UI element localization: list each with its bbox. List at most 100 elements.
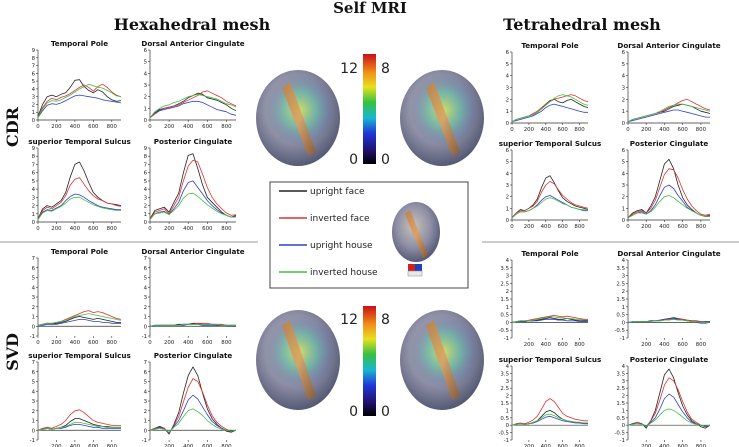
x-tick-label: 0 <box>36 226 40 232</box>
series-line-upright-house <box>38 318 121 326</box>
orientation-cube-icon <box>407 264 423 277</box>
y-tick-label: 4 <box>622 364 626 370</box>
y-tick-label: 0 <box>622 121 626 127</box>
y-tick-label: 4 <box>506 364 510 370</box>
y-tick-label: 4 <box>32 187 36 193</box>
y-tick-label: 4 <box>506 74 510 80</box>
x-tick-label: 800 <box>696 127 707 133</box>
colorbar-bottom-right-max: 8 <box>381 312 390 328</box>
series-line-inverted-face <box>37 409 121 431</box>
x-tick-label: 0 <box>36 340 40 346</box>
y-tick-label: 2.5 <box>500 281 509 287</box>
chart-title: superior Temporal Sulcus <box>28 351 131 360</box>
y-tick-label: 1 <box>32 212 35 218</box>
series-line-inverted-house <box>627 195 710 219</box>
y-tick-label: 4 <box>32 87 36 93</box>
y-tick-label: 7 <box>32 162 35 168</box>
x-tick-label: 400 <box>70 226 81 232</box>
y-tick-label: 0 <box>32 428 36 434</box>
x-tick-label: 400 <box>659 444 670 447</box>
chart-tet-cdr-posterior-cingulate: Posterior Cingulate 0 1 2 3 4 5 6 0 200 400 600 800 <box>622 139 711 230</box>
y-tick-label: 4 <box>622 74 626 80</box>
series-line-inverted-face <box>149 90 237 119</box>
chart-title: Dorsal Anterior Cingulate <box>617 41 720 50</box>
chart-tet-cdr-temporal-pole: Temporal Pole 0 1 2 3 4 5 6 0 200 400 600 800 <box>506 41 589 133</box>
y-tick-label: 3 <box>506 274 509 280</box>
x-tick-label: 800 <box>221 340 232 346</box>
x-tick-label: 600 <box>678 127 689 133</box>
y-tick-label: 1 <box>32 110 35 116</box>
y-tick-label: 0.5 <box>500 313 509 319</box>
y-tick-label: -1 <box>620 438 625 444</box>
y-tick-label: 4 <box>622 171 626 177</box>
y-tick-label: 9 <box>144 146 148 152</box>
chart-tet-cdr-superior-temporal-sulcus: superior Temporal Sulcus 0 1 2 3 4 5 6 0 200 400 60… <box>499 139 602 230</box>
series-line-inverted-house <box>627 408 711 428</box>
y-tick-label: 7 <box>144 360 147 366</box>
y-tick-label: 1 <box>622 109 625 115</box>
y-tick-label: -1 <box>30 334 35 340</box>
y-tick-label: 2 <box>32 409 35 415</box>
y-tick-label: 1 <box>506 206 509 212</box>
series-line-inverted-house <box>149 323 236 327</box>
y-tick-label: 1 <box>506 109 509 115</box>
y-tick-label: 1 <box>506 408 509 414</box>
column-title-hexahedral: Hexahedral mesh <box>114 15 271 34</box>
x-tick-label: 400 <box>541 444 552 447</box>
x-tick-label: 800 <box>221 444 232 447</box>
chart-title: superior Temporal Sulcus <box>28 137 131 146</box>
y-tick-label: 5 <box>622 160 625 166</box>
y-tick-label: 6 <box>32 266 36 272</box>
y-tick-label: 3 <box>506 183 509 189</box>
y-tick-label: 3 <box>622 86 625 92</box>
x-tick-label: 400 <box>183 226 194 232</box>
colorbar-bottom-right-min: 0 <box>381 404 390 420</box>
series-line-inverted-face <box>37 83 122 118</box>
y-tick-label: 8 <box>32 56 36 62</box>
y-tick-label: 0 <box>622 423 626 429</box>
brain-render-top-left <box>256 70 340 166</box>
x-tick-label: 200 <box>51 226 62 232</box>
y-tick-label: 2 <box>506 394 509 400</box>
series-line-inverted-face <box>627 168 711 219</box>
column-title-tetrahedral: Tetrahedral mesh <box>503 15 661 34</box>
y-tick-label: 3 <box>144 195 147 201</box>
y-tick-label: 3 <box>144 399 147 405</box>
y-tick-label: 5 <box>144 179 147 185</box>
chart-title: Dorsal Anterior Cingulate <box>617 249 720 258</box>
x-tick-label: 600 <box>202 226 213 232</box>
x-tick-label: 0 <box>148 124 152 130</box>
x-tick-label: 400 <box>183 340 194 346</box>
x-tick-label: 400 <box>183 444 194 447</box>
series-line-inverted-face <box>511 398 588 426</box>
brain-render-bottom-left <box>256 310 340 410</box>
colorbar-top-right-max: 8 <box>381 61 390 77</box>
y-tick-label: 0 <box>144 324 148 330</box>
y-tick-label: 0 <box>622 218 626 224</box>
x-tick-label: 600 <box>202 340 213 346</box>
y-tick-label: 4 <box>144 389 148 395</box>
x-tick-label: 600 <box>558 224 569 230</box>
x-tick-label: 200 <box>524 224 535 230</box>
y-tick-label: 0 <box>506 218 510 224</box>
x-tick-label: 600 <box>558 444 569 447</box>
x-tick-label: 400 <box>70 124 81 130</box>
x-tick-label: 200 <box>641 444 652 447</box>
y-tick-label: 7 <box>32 256 35 262</box>
x-tick-label: 600 <box>88 340 99 346</box>
colorbar-top-left-max: 12 <box>340 61 358 77</box>
y-tick-label: 6 <box>506 50 510 56</box>
x-tick-label: 200 <box>164 124 175 130</box>
colorbar-bottom-gradient <box>363 306 376 416</box>
x-tick-label: 0 <box>510 224 514 230</box>
x-tick-label: 0 <box>148 340 152 346</box>
y-tick-label: 3 <box>144 83 147 89</box>
y-tick-label: 5 <box>622 62 625 68</box>
chart-title: Temporal Pole <box>521 41 578 50</box>
y-tick-label: 6 <box>32 370 36 376</box>
x-tick-label: 400 <box>541 342 552 348</box>
y-tick-label: 5 <box>144 60 147 66</box>
x-tick-label: 400 <box>541 127 552 133</box>
